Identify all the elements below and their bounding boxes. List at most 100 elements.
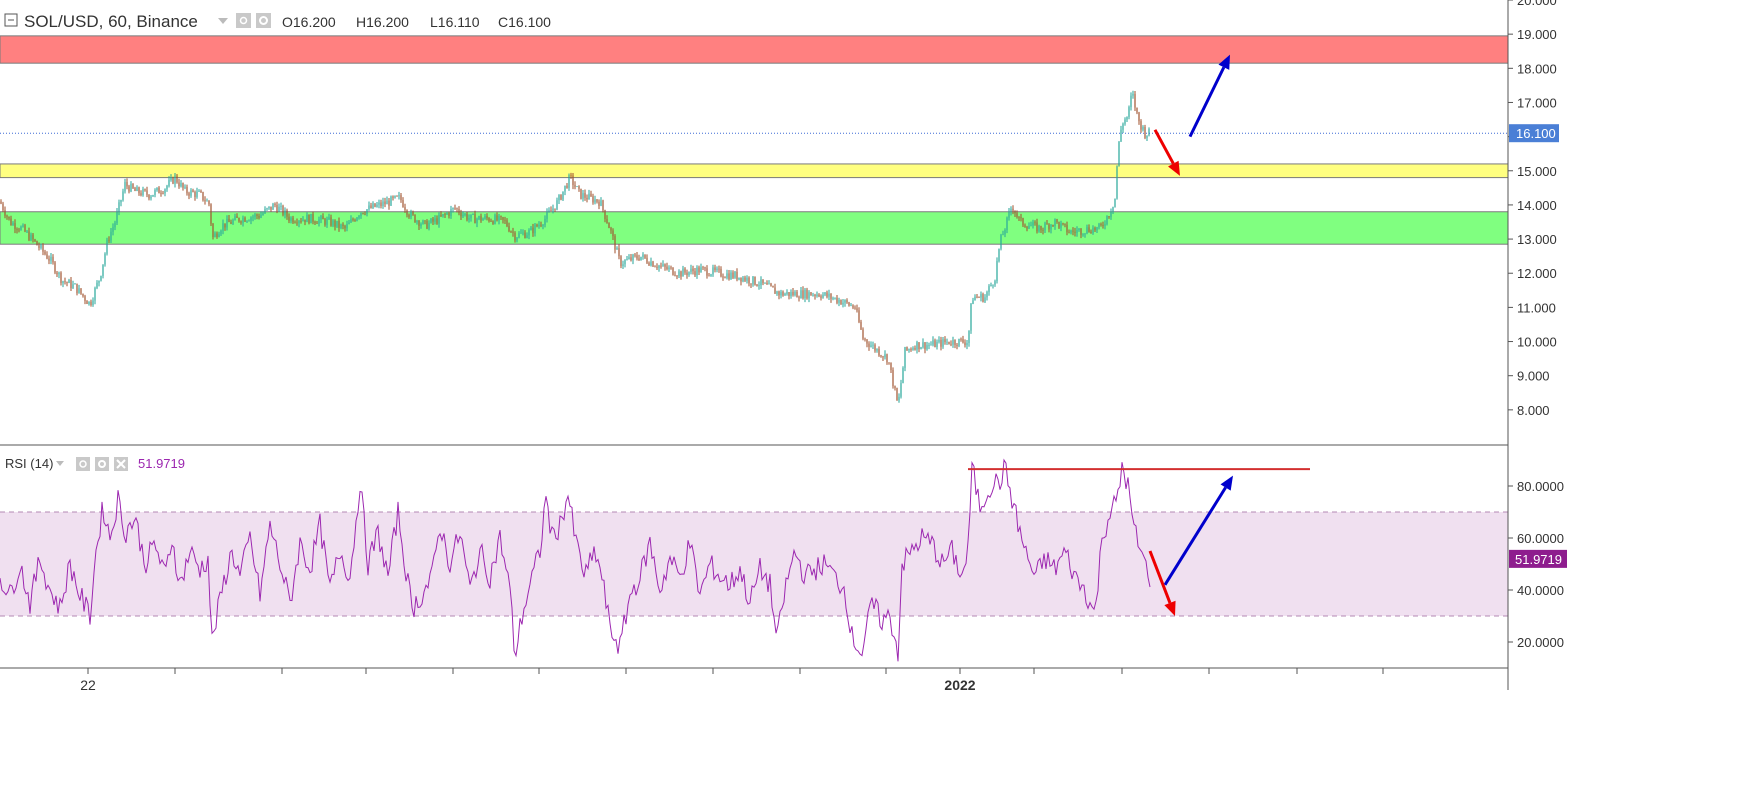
candle-body bbox=[762, 279, 764, 284]
candle-body bbox=[392, 196, 394, 198]
candle-body bbox=[922, 342, 924, 348]
candle-body bbox=[770, 283, 772, 286]
symbol-label[interactable]: SOL/USD, 60, Binance bbox=[24, 12, 198, 31]
candle-body bbox=[710, 274, 712, 276]
eye-icon[interactable] bbox=[236, 13, 251, 28]
candle-body bbox=[996, 260, 998, 282]
candle-body bbox=[546, 211, 548, 219]
candle-body bbox=[30, 234, 32, 241]
candle-body bbox=[444, 214, 446, 215]
candle-body bbox=[60, 272, 62, 284]
candle-body bbox=[474, 214, 476, 224]
candle-body bbox=[898, 396, 900, 401]
price-tick-label: 14.000 bbox=[1517, 198, 1557, 213]
candle-body bbox=[466, 213, 468, 220]
candle-body bbox=[622, 264, 624, 267]
candle-body bbox=[1112, 206, 1114, 213]
candle-body bbox=[346, 224, 348, 229]
candle-body bbox=[952, 339, 954, 345]
candle-body bbox=[358, 216, 360, 218]
candle-body bbox=[12, 223, 14, 226]
candle-body bbox=[214, 233, 216, 238]
candle-body bbox=[266, 208, 268, 210]
collapse-icon[interactable] bbox=[4, 13, 18, 27]
candle-body bbox=[252, 216, 254, 218]
candle-body bbox=[1092, 227, 1094, 234]
candle-body bbox=[134, 188, 136, 191]
candle-body bbox=[596, 199, 598, 202]
candle-body bbox=[740, 277, 742, 282]
gear-icon[interactable] bbox=[95, 457, 109, 471]
candle-body bbox=[318, 219, 320, 224]
candle-body bbox=[156, 187, 158, 191]
candle-body bbox=[998, 248, 1000, 261]
candle-body bbox=[742, 277, 744, 282]
candle-body bbox=[1142, 127, 1144, 130]
candle-body bbox=[946, 341, 948, 343]
rsi-band-fill bbox=[0, 512, 1508, 616]
candle-body bbox=[1028, 226, 1030, 229]
candle-body bbox=[554, 208, 556, 210]
candle-body bbox=[424, 220, 426, 222]
candle-body bbox=[644, 254, 646, 258]
candle-body bbox=[724, 277, 726, 279]
candle-body bbox=[524, 232, 526, 238]
candle-body bbox=[1048, 224, 1050, 230]
candle-body bbox=[130, 183, 132, 192]
chevron-down-icon[interactable] bbox=[218, 18, 228, 24]
candle-body bbox=[142, 189, 144, 196]
candle-body bbox=[74, 283, 76, 285]
candle-body bbox=[534, 224, 536, 234]
candle-body bbox=[116, 211, 118, 223]
candle-body bbox=[374, 203, 376, 207]
candle-body bbox=[800, 290, 802, 299]
rsi-series-line bbox=[0, 458, 1151, 662]
candle-body bbox=[614, 236, 616, 250]
candle-body bbox=[306, 215, 308, 223]
candle-body bbox=[242, 217, 244, 223]
candle-body bbox=[684, 268, 686, 273]
rsi-title[interactable]: RSI (14) bbox=[5, 456, 53, 471]
candle-body bbox=[544, 218, 546, 226]
candle-body bbox=[1076, 230, 1078, 233]
close-icon[interactable] bbox=[114, 457, 128, 471]
candle-body bbox=[980, 294, 982, 298]
candle-body bbox=[960, 338, 962, 340]
candle-body bbox=[84, 296, 86, 301]
candle-body bbox=[600, 200, 602, 206]
candle-body bbox=[310, 213, 312, 224]
price-zones bbox=[0, 35, 1508, 245]
candle-body bbox=[450, 209, 452, 216]
candle-body bbox=[586, 197, 588, 200]
candle-body bbox=[356, 217, 358, 221]
candle-body bbox=[388, 200, 390, 206]
candle-body bbox=[976, 296, 978, 298]
candle-body bbox=[958, 338, 960, 346]
candle-body bbox=[282, 205, 284, 215]
candle-body bbox=[32, 234, 34, 240]
candle-body bbox=[856, 308, 858, 311]
candle-body bbox=[944, 339, 946, 343]
candle-body bbox=[180, 183, 182, 187]
chevron-down-icon[interactable] bbox=[56, 461, 64, 466]
price-tick-label: 19.000 bbox=[1517, 27, 1557, 42]
open-value: 16.200 bbox=[293, 14, 336, 30]
candle-body bbox=[286, 210, 288, 217]
candle-body bbox=[1054, 219, 1056, 227]
eye-icon[interactable] bbox=[76, 457, 90, 471]
candle-body bbox=[324, 219, 326, 225]
candle-body bbox=[1126, 116, 1128, 120]
candle-body bbox=[646, 257, 648, 263]
candle-body bbox=[1144, 127, 1146, 138]
rsi-line bbox=[0, 458, 1151, 662]
candle-body bbox=[1132, 93, 1134, 96]
price-tick-label: 18.000 bbox=[1517, 61, 1557, 76]
candle-body bbox=[22, 225, 24, 227]
candle-body bbox=[852, 305, 854, 308]
candle-body bbox=[220, 230, 222, 235]
candle-body bbox=[8, 216, 10, 219]
gear-icon[interactable] bbox=[256, 13, 271, 28]
candle-body bbox=[862, 329, 864, 339]
candle-body bbox=[384, 201, 386, 205]
candle-body bbox=[674, 274, 676, 276]
